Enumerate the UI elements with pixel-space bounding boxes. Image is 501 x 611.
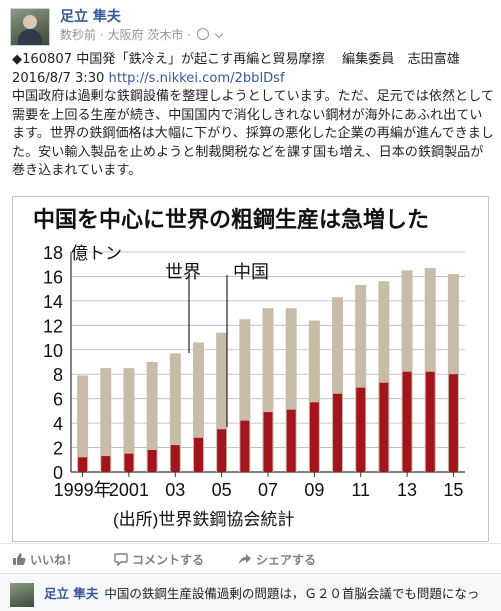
bar-world <box>332 297 344 472</box>
bar-world <box>216 332 228 472</box>
bar-china <box>147 450 157 472</box>
y-tick-label: 2 <box>53 439 63 459</box>
article-link[interactable]: http://s.nikkei.com/2bblDsf <box>108 70 285 86</box>
x-tick-label: 05 <box>212 480 232 500</box>
post-date-line: 2016/8/7 3:30 http://s.nikkei.com/2bblDs… <box>12 70 494 89</box>
post-paragraph: 中国政府は過剰な鉄鋼設備を整理しようとしています。ただ、足元では依然として需要を… <box>12 89 494 178</box>
bar-china <box>379 382 389 472</box>
legend-china: 中国 <box>226 262 269 427</box>
bar-world <box>424 267 436 472</box>
chart-source: (出所)世界鉄鋼協会統計 <box>113 510 294 529</box>
bar-world <box>100 368 112 472</box>
y-tick-label: 18 <box>43 243 63 263</box>
bar-china <box>309 402 319 472</box>
y-tick-label: 16 <box>43 267 63 287</box>
bar-china <box>448 374 458 472</box>
action-bar: いいね！ コメントする シェアする <box>0 543 501 574</box>
x-tick-label: 11 <box>351 480 370 500</box>
bar-world <box>192 342 204 472</box>
chart-bars <box>77 267 459 472</box>
chart-title: 中国を中心に世界の粗鋼生産は急増した <box>33 207 429 232</box>
x-tick-label: 03 <box>165 480 185 500</box>
comment-text: 足立 隼夫 中国の鉄鋼生産設備過剰の問題は，Ｇ２０首脳会議でも問題になっ <box>44 583 494 602</box>
legend-label-china: 中国 <box>233 262 269 282</box>
post-body: ◆160807 中国発「鉄冷え」が起こす再編と貿易摩擦 編集委員 志田富雄 20… <box>12 51 494 181</box>
bar-china <box>217 429 227 472</box>
legend-world: 世界 <box>165 262 201 353</box>
globe-icon[interactable] <box>196 28 209 40</box>
bar-china <box>78 457 88 472</box>
bar-world <box>401 270 413 472</box>
bar-china <box>193 437 203 472</box>
bar-china <box>356 387 366 472</box>
bar-world <box>378 281 390 472</box>
y-tick-label: 6 <box>53 390 63 410</box>
post-date: 2016/8/7 3:30 <box>12 70 109 86</box>
bar-china <box>333 393 343 472</box>
bar-china <box>240 420 250 472</box>
meta-separator: · <box>99 28 104 42</box>
bar-china <box>402 371 412 472</box>
comment-button[interactable]: コメントする <box>114 551 204 568</box>
like-label: いいね！ <box>30 553 79 567</box>
commenter-name[interactable]: 足立 隼夫 <box>44 586 99 601</box>
bar-world <box>77 375 89 472</box>
bar-world <box>262 308 274 472</box>
commenter-avatar[interactable] <box>10 583 34 607</box>
bar-world <box>123 368 135 472</box>
post-time[interactable]: 数秒前 <box>60 28 97 42</box>
post-location[interactable]: 大阪府 茨木市 <box>107 28 184 42</box>
y-tick-label: 12 <box>43 316 63 336</box>
bar-china <box>286 409 296 472</box>
author-avatar[interactable] <box>10 8 50 46</box>
post-headline: ◆160807 中国発「鉄冷え」が起こす再編と貿易摩擦 編集委員 志田富雄 <box>12 52 460 67</box>
legend-label-world: 世界 <box>165 262 201 282</box>
y-tick-label: 14 <box>43 292 63 312</box>
post-meta: 数秒前 · 大阪府 茨木市 · <box>60 26 223 43</box>
share-arrow-icon <box>239 554 251 564</box>
y-tick-label: 4 <box>53 414 63 434</box>
y-axis-ticks: 0 2 4 6 8 10 12 14 16 18 <box>43 243 63 483</box>
comment-row: 足立 隼夫 中国の鉄鋼生産設備過剰の問題は，Ｇ２０首脳会議でも問題になっ <box>0 573 501 611</box>
bar-world <box>447 274 459 472</box>
steel-production-chart: 中国を中心に世界の粗鋼生産は急増した 0 2 4 6 8 10 12 14 16 18 1999年… <box>33 207 465 529</box>
x-tick-label: 15 <box>443 480 463 500</box>
author-name[interactable]: 足立 隼夫 <box>60 9 121 25</box>
bar-china <box>124 453 134 472</box>
x-tick-label: 13 <box>397 480 417 500</box>
bar-china <box>425 371 435 472</box>
bar-world <box>355 285 367 472</box>
bar-world <box>169 353 181 472</box>
comment-label: コメントする <box>132 553 205 567</box>
chevron-down-icon[interactable] <box>214 29 223 39</box>
bar-world <box>285 308 297 472</box>
y-tick-label: 10 <box>43 341 63 361</box>
y-tick-label: 0 <box>53 463 63 483</box>
y-tick-label: 8 <box>53 365 63 385</box>
comment-icon <box>114 553 128 566</box>
thumbs-up-icon <box>13 553 26 565</box>
like-button[interactable]: いいね！ <box>12 551 78 568</box>
meta-separator: · <box>187 28 191 42</box>
share-label: シェアする <box>256 553 317 567</box>
bar-world <box>239 319 251 472</box>
comment-body: 中国の鉄鋼生産設備過剰の問題は，Ｇ２０首脳会議でも問題になっ <box>104 586 480 601</box>
y-axis-unit: 億トン <box>71 244 122 263</box>
x-tick-label: 07 <box>258 480 278 500</box>
bar-china <box>170 445 180 472</box>
bar-world <box>146 362 158 472</box>
bar-world <box>308 320 320 472</box>
bar-china <box>101 456 111 472</box>
share-button[interactable]: シェアする <box>238 551 316 568</box>
chart-image[interactable]: 中国を中心に世界の粗鋼生産は急増した 0 2 4 6 8 10 12 14 16 18 1999年… <box>12 196 489 542</box>
x-tick-label: 09 <box>304 480 324 500</box>
x-tick-label: 1999年 <box>54 480 112 500</box>
bar-china <box>263 412 273 472</box>
post-header: 足立 隼夫 数秒前 · 大阪府 茨木市 · <box>0 0 501 50</box>
x-tick-label: 2001 <box>109 480 149 500</box>
